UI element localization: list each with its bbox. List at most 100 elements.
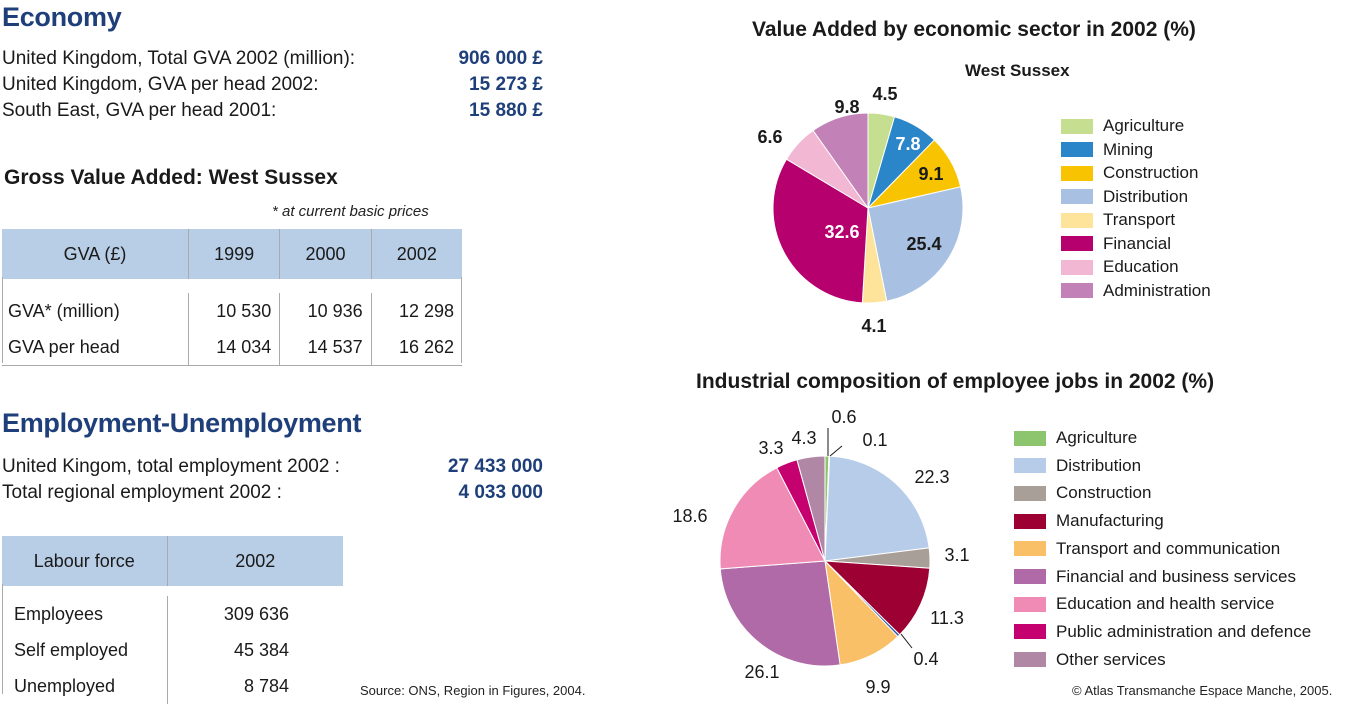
table-row: Unemployed 8 784 (2, 668, 343, 704)
pie-data-label: 6.6 (757, 127, 782, 147)
gva-header: 1999 (187, 229, 280, 279)
pie-data-label: 0.1 (862, 430, 887, 450)
pie-data-label: 4.1 (861, 316, 886, 336)
legend-item: Distribution (1061, 187, 1188, 207)
labour-header: 2002 (166, 536, 343, 586)
pie-data-label: 9.1 (918, 164, 943, 184)
economy-row-value: 906 000 £ (458, 48, 543, 69)
legend-label: Education and health service (1056, 594, 1275, 614)
legend-label: Manufacturing (1056, 511, 1164, 531)
legend-swatch (1061, 189, 1093, 204)
gva-cell: 14 034 (187, 329, 280, 366)
economy-row-label: South East, GVA per head 2001: (2, 100, 277, 121)
labour-header: Labour force (2, 536, 168, 586)
legend-item: Mining (1061, 140, 1153, 160)
gva-cell: 10 936 (279, 293, 372, 329)
gva-header: 2002 (370, 229, 462, 279)
legend-item: Construction (1061, 163, 1198, 183)
pie-data-label: 9.8 (834, 97, 859, 117)
legend-label: Transport and communication (1056, 538, 1281, 558)
pie-data-label: 4.5 (872, 84, 897, 104)
pie-data-label: 3.1 (944, 545, 969, 565)
gva-table: GVA (£) 1999 2000 2002 GVA* (million) 10… (2, 229, 462, 366)
labour-cell: 8 784 (166, 668, 343, 704)
legend-label: Financial (1103, 233, 1172, 253)
legend-item: Education and health service (1014, 594, 1274, 614)
gva-cell: 14 537 (279, 329, 372, 366)
pie-slice-other-services (796, 455, 826, 562)
legend-item: Manufacturing (1014, 511, 1164, 531)
gva-title: Gross Value Added: West Sussex (4, 166, 338, 189)
leader-line (829, 445, 843, 457)
pie-data-label: 7.8 (895, 134, 920, 154)
legend-item: Transport (1061, 210, 1175, 230)
gva-cell: GVA per head (2, 329, 189, 366)
chart1-title: Value Added by economic sector in 2002 (… (752, 18, 1196, 41)
legend-swatch (1014, 624, 1046, 640)
pie-data-label: 32.6 (824, 222, 859, 242)
legend-swatch (1061, 212, 1093, 228)
legend-swatch (1014, 430, 1046, 446)
pie-data-label: 0.4 (913, 649, 938, 669)
pie-slice-education-and-health-service (719, 467, 826, 570)
pie-slice-administration (812, 112, 869, 210)
legend-item: Financial (1061, 234, 1171, 254)
employment-row-label: Total regional employment 2002 : (2, 482, 282, 503)
labour-cell: 45 384 (166, 632, 343, 668)
pie-chart-employee-jobs: 0.6 0.1 22.3 3.1 11.3 0.4 9.9 26.1 18.6 3.3 4.3 (672, 407, 969, 697)
legend-item: Agriculture (1014, 428, 1137, 448)
chart1-subtitle: West Sussex (965, 61, 1070, 80)
pie-data-label: 18.6 (672, 506, 707, 526)
pie-slice-financial (772, 158, 869, 304)
legend-swatch (1061, 283, 1093, 298)
legend-item: Transport and communication (1014, 539, 1280, 559)
chart2-title: Industrial composition of employee jobs … (696, 370, 1215, 393)
legend-swatch (1014, 596, 1046, 612)
pie-data-label: 3.3 (758, 438, 783, 458)
source-text: Source: ONS, Region in Figures, 2004. (360, 683, 586, 698)
pie-slice-distribution (867, 186, 964, 302)
labour-cell: 309 636 (166, 596, 343, 632)
table-row: GVA per head 14 034 14 537 16 262 (2, 329, 462, 366)
pie-data-label: 25.4 (906, 234, 941, 254)
employment-row-label: United Kingom, total employment 2002 : (2, 456, 340, 477)
pie-slice-distribution (824, 455, 930, 562)
legend-swatch (1061, 118, 1093, 134)
legend-label: Construction (1103, 163, 1199, 182)
economy-title: Economy (2, 2, 122, 32)
table-row: Self employed 45 384 (2, 632, 343, 668)
gva-header: 2000 (279, 229, 372, 279)
legend-swatch (1014, 652, 1046, 668)
legend-label: Distribution (1056, 455, 1142, 475)
legend-label: Transport (1103, 210, 1176, 229)
economy-row-label: United Kingdom, Total GVA 2002 (million)… (2, 48, 356, 69)
legend-swatch (1061, 142, 1093, 157)
labour-cell: Self employed (14, 639, 129, 660)
legend-item: Other services (1014, 650, 1166, 670)
employment-title: Employment-Unemployment (2, 408, 362, 438)
legend-swatch (1014, 485, 1046, 501)
legend-label: Financial and business services (1056, 566, 1297, 586)
pie-data-label: 9.9 (865, 677, 890, 697)
legend-swatch (1014, 513, 1046, 529)
legend-label: Mining (1103, 139, 1154, 159)
employment-row-value: 4 033 000 (458, 482, 543, 503)
pie-data-label: 4.3 (791, 428, 816, 448)
pie-data-label: 26.1 (744, 662, 779, 682)
legend-item: Public administration and defence (1014, 622, 1311, 642)
labour-cell: Unemployed (14, 675, 116, 696)
legend-item: Administration (1061, 281, 1211, 301)
legend-label: Agriculture (1103, 116, 1185, 135)
legend-label: Public administration and defence (1056, 621, 1312, 641)
legend-label: Distribution (1103, 186, 1189, 206)
gva-note: * at current basic prices (272, 203, 429, 220)
legend-label: Other services (1056, 649, 1166, 669)
legend-label: Education (1103, 257, 1179, 276)
gva-header: GVA (£) (2, 229, 189, 279)
legend-swatch (1014, 541, 1046, 557)
legend-label: Administration (1103, 280, 1211, 300)
employment-row-value: 27 433 000 (447, 456, 543, 477)
legend-item: Education (1061, 257, 1179, 277)
pie-chart-value-added: 4.5 7.8 9.1 25.4 4.1 32.6 6.6 9.8 (757, 84, 964, 336)
gva-cell: 12 298 (370, 293, 462, 329)
